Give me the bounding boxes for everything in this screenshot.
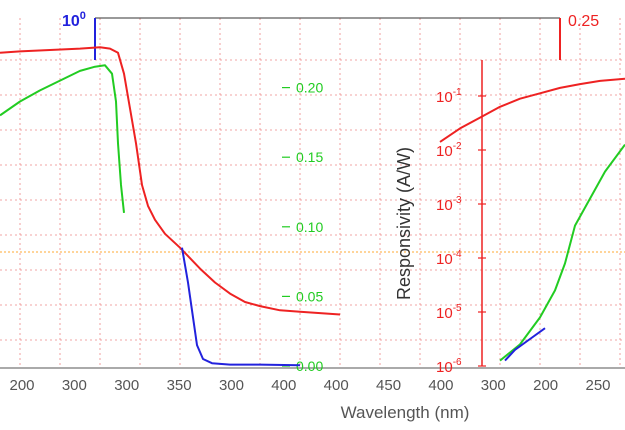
log-tick-labels: 10-110-210-310-410-510-6: [436, 87, 486, 376]
x-tick-label: 400: [271, 377, 296, 394]
log-tick-exponent: -4: [453, 249, 462, 260]
log-tick-exponent: -5: [453, 303, 462, 314]
log-tick-base: 10: [436, 197, 453, 214]
x-tick-label: 400: [428, 377, 453, 394]
left-axis-top-exponent: 0: [80, 10, 86, 22]
gridlines: [0, 18, 625, 368]
series-line: [0, 46, 341, 316]
linear-tick-labels: 0.20 0.15 0.10 0.05 0.00: [282, 80, 323, 374]
series-line: [0, 64, 125, 214]
log-tick-exponent: -1: [453, 87, 462, 98]
x-tick-label: 200: [9, 377, 34, 394]
log-tick-base: 10: [436, 143, 453, 160]
log-tick-label: 10-2: [436, 141, 462, 160]
x-tick-label: 200: [533, 377, 558, 394]
x-tick-label: 250: [585, 377, 610, 394]
axis-lines: [0, 17, 625, 369]
x-tick-label: 300: [62, 377, 87, 394]
log-tick-base: 10: [436, 251, 453, 268]
linear-tick-label: 0.10: [296, 219, 323, 235]
x-tick-label: 350: [167, 377, 192, 394]
x-tick-label: 400: [324, 377, 349, 394]
left-axis-top-label: 100: [62, 10, 86, 30]
left-axis-top-base: 10: [62, 13, 80, 30]
log-tick-exponent: -6: [453, 357, 462, 368]
linear-tick-label: 0.05: [296, 288, 323, 304]
x-tick-label: 300: [114, 377, 139, 394]
log-tick-exponent: -2: [453, 141, 462, 152]
log-tick-label: 10-1: [436, 87, 462, 106]
log-tick-base: 10: [436, 89, 453, 106]
series-line: [181, 247, 301, 367]
log-tick-label: 10-5: [436, 303, 462, 322]
series-line: [439, 77, 625, 143]
log-tick-label: 10-4: [436, 249, 462, 268]
x-tick-label: 450: [376, 377, 401, 394]
log-tick-base: 10: [436, 305, 453, 322]
series-line: [499, 144, 625, 362]
log-tick-label: 10-3: [436, 195, 462, 214]
x-tick-labels: 200 300 300 350 300 400 400 450 400 300 200 250: [9, 377, 610, 394]
x-tick-label: 300: [219, 377, 244, 394]
series-line: [504, 327, 546, 362]
log-tick-base: 10: [436, 359, 453, 376]
linear-tick-label: 0.20: [296, 80, 323, 96]
log-tick-label: 10-6: [436, 357, 462, 376]
right-axis-top-label: 0.25: [568, 13, 599, 30]
y-axis-label: Responsivity (A/W): [394, 147, 414, 300]
log-tick-exponent: -3: [453, 195, 462, 206]
data-series: [0, 46, 625, 367]
linear-tick-label: 0.00: [296, 358, 323, 374]
x-axis-label: Wavelength (nm): [341, 403, 470, 422]
linear-tick-label: 0.15: [296, 149, 323, 165]
x-tick-label: 300: [481, 377, 506, 394]
